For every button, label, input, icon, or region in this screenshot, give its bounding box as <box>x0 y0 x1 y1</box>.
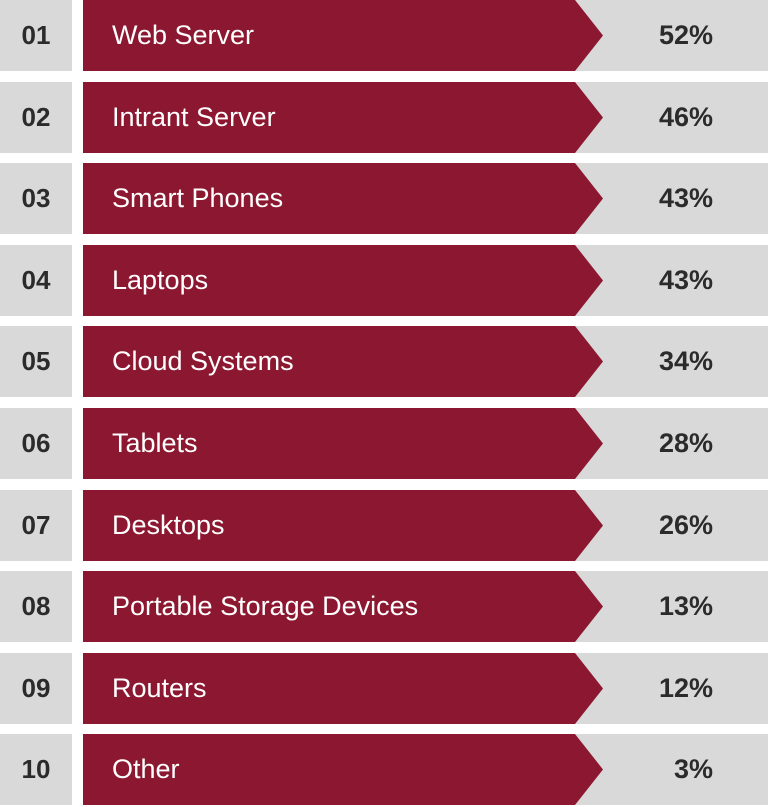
list-item: 08 Portable Storage Devices 13% <box>0 571 768 642</box>
rank-number: 09 <box>0 653 72 724</box>
list-item: 10 Other 3% <box>0 734 768 805</box>
value-label: 26% <box>658 510 713 540</box>
list-item: 01 Web Server 52% <box>0 0 768 71</box>
value-label: 12% <box>658 673 713 703</box>
category-arrow-bar <box>83 653 603 724</box>
rank-number: 05 <box>0 326 72 397</box>
list-item: 02 Intrant Server 46% <box>0 82 768 153</box>
category-label: Tablets <box>112 428 198 458</box>
category-label: Laptops <box>112 265 209 295</box>
value-label: 46% <box>658 102 713 132</box>
category-label: Routers <box>112 673 207 703</box>
value-label: 34% <box>658 346 713 376</box>
category-arrow-bar <box>83 82 603 153</box>
list-item: 07 Desktops 26% <box>0 490 768 561</box>
list-item: 03 Smart Phones 43% <box>0 163 768 234</box>
rank-number: 02 <box>0 82 72 153</box>
category-label: Intrant Server <box>112 102 276 132</box>
value-label: 43% <box>658 183 713 213</box>
value-label: 3% <box>673 754 713 784</box>
category-label: Cloud Systems <box>112 346 294 376</box>
category-label: Smart Phones <box>112 183 284 213</box>
category-arrow-bar <box>83 571 603 642</box>
value-label: 13% <box>658 591 713 621</box>
category-arrow-bar <box>83 245 603 316</box>
category-arrow-bar <box>83 0 603 71</box>
category-label: Web Server <box>112 20 255 50</box>
rank-number: 04 <box>0 245 72 316</box>
list-item: 04 Laptops 43% <box>0 245 768 316</box>
value-label: 28% <box>658 428 713 458</box>
category-label: Portable Storage Devices <box>112 591 419 621</box>
category-arrow-bar <box>83 326 603 397</box>
value-label: 52% <box>658 20 713 50</box>
rank-number: 10 <box>0 734 72 805</box>
category-label: Other <box>112 754 180 784</box>
category-arrow-bar <box>83 408 603 479</box>
value-label: 43% <box>658 265 713 295</box>
rank-number: 08 <box>0 571 72 642</box>
category-arrow-bar <box>83 734 603 805</box>
category-arrow-bar <box>83 163 603 234</box>
list-item: 05 Cloud Systems 34% <box>0 326 768 397</box>
category-label: Desktops <box>112 510 225 540</box>
rank-number: 06 <box>0 408 72 479</box>
rank-number: 01 <box>0 0 72 71</box>
category-arrow-bar <box>83 490 603 561</box>
rank-number: 07 <box>0 490 72 561</box>
rank-number: 03 <box>0 163 72 234</box>
list-item: 06 Tablets 28% <box>0 408 768 479</box>
list-item: 09 Routers 12% <box>0 653 768 724</box>
